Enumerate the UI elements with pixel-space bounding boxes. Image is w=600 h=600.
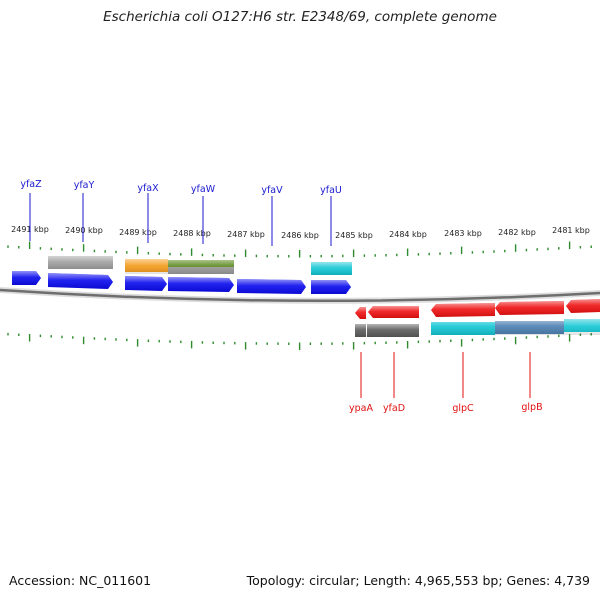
scale-label: 2488 kbp [173, 229, 211, 238]
genome-backbone-line [0, 288, 600, 303]
genome-summary: Topology: circular; Length: 4,965,553 bp… [246, 573, 590, 588]
gene-label-yfaY: yfaY [74, 180, 95, 191]
scale-label: 2487 kbp [227, 230, 265, 239]
gene-label-yfaU: yfaU [320, 185, 342, 196]
scale-ticks-top [7, 241, 592, 258]
scale-label: 2484 kbp [389, 230, 427, 239]
forward-gene-labels: yfaZ yfaY yfaX yfaW yfaV yfaU [20, 179, 342, 196]
scale-ticks-bottom [7, 332, 592, 350]
gene-label-yfaV: yfaV [261, 185, 283, 196]
gene-label-yfaZ: yfaZ [20, 179, 42, 190]
reverse-gene-labels: ypaA yfaD glpC glpB [349, 402, 543, 414]
scale-label: 2485 kbp [335, 231, 373, 240]
gene-label-yfaW: yfaW [191, 184, 216, 195]
map-title: Escherichia coli O127:H6 str. E2348/69, … [103, 9, 497, 25]
gene-label-glpB: glpB [521, 402, 542, 413]
scale-label: 2489 kbp [119, 228, 157, 237]
scale-labels: 2491 kbp 2490 kbp 2489 kbp 2488 kbp 2487… [11, 225, 590, 240]
scale-label: 2481 kbp [552, 226, 590, 235]
reverse-gene-arrows [355, 299, 600, 319]
reverse-feature-bars [355, 319, 600, 337]
scale-label: 2483 kbp [444, 229, 482, 238]
scale-label: 2486 kbp [281, 231, 319, 240]
gene-label-yfaD: yfaD [383, 403, 405, 414]
forward-label-lines [29, 193, 332, 246]
reverse-label-lines [360, 352, 531, 398]
forward-feature-bars [48, 256, 352, 275]
scale-label: 2482 kbp [498, 228, 536, 237]
gene-label-yfaX: yfaX [137, 183, 159, 194]
gene-label-glpC: glpC [452, 403, 474, 414]
scale-label: 2490 kbp [65, 226, 103, 235]
forward-gene-arrows [12, 271, 351, 294]
accession-label: Accession: NC_011601 [9, 573, 152, 588]
gene-label-ypaA: ypaA [349, 403, 373, 414]
